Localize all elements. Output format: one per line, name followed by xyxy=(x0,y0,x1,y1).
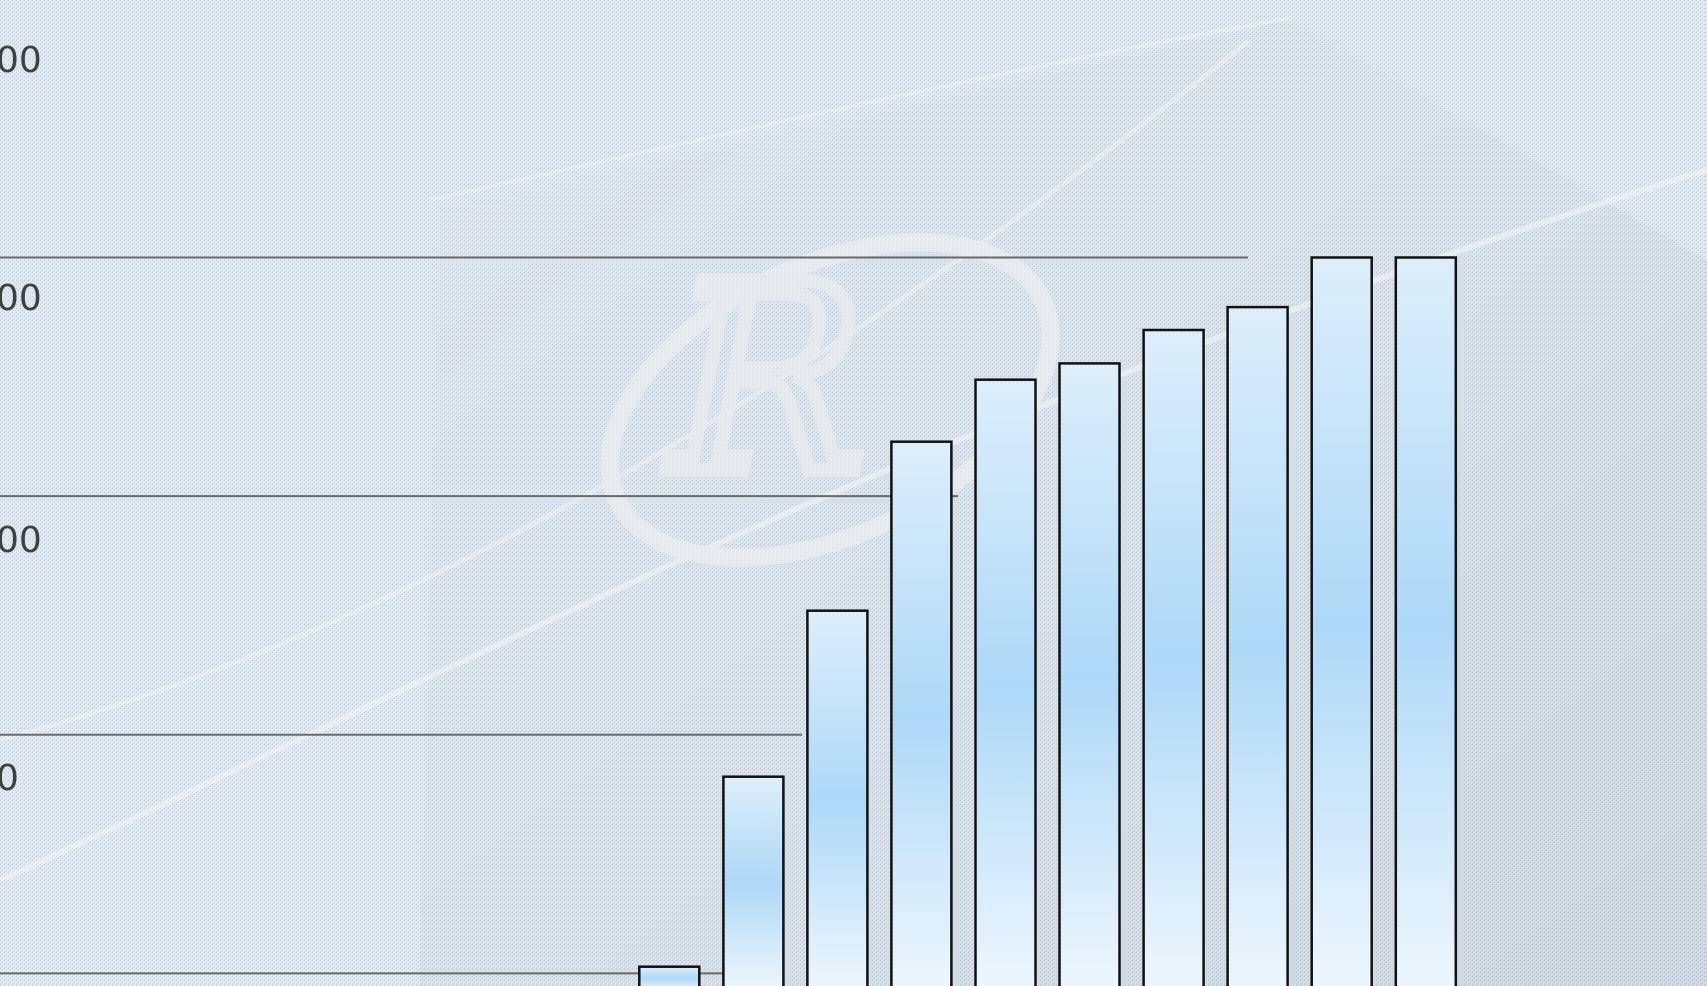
y-tick-label: 00 xyxy=(0,278,42,319)
bar xyxy=(806,609,869,986)
bar xyxy=(1394,256,1458,986)
y-tick-label: 00 xyxy=(0,40,42,81)
bar xyxy=(890,440,953,986)
bar xyxy=(1226,305,1289,986)
y-tick-label: 0 xyxy=(0,758,19,799)
background-logo-glyph: R xyxy=(666,230,866,532)
gridlines xyxy=(0,256,1248,975)
bars xyxy=(638,256,1458,986)
bar xyxy=(638,965,701,986)
background-logo: R xyxy=(600,223,1060,567)
bar xyxy=(1142,328,1205,986)
y-tick-label: 00 xyxy=(0,520,42,561)
bar xyxy=(1310,256,1373,986)
bar xyxy=(974,378,1037,986)
bar xyxy=(1058,362,1121,986)
bar xyxy=(722,775,785,986)
